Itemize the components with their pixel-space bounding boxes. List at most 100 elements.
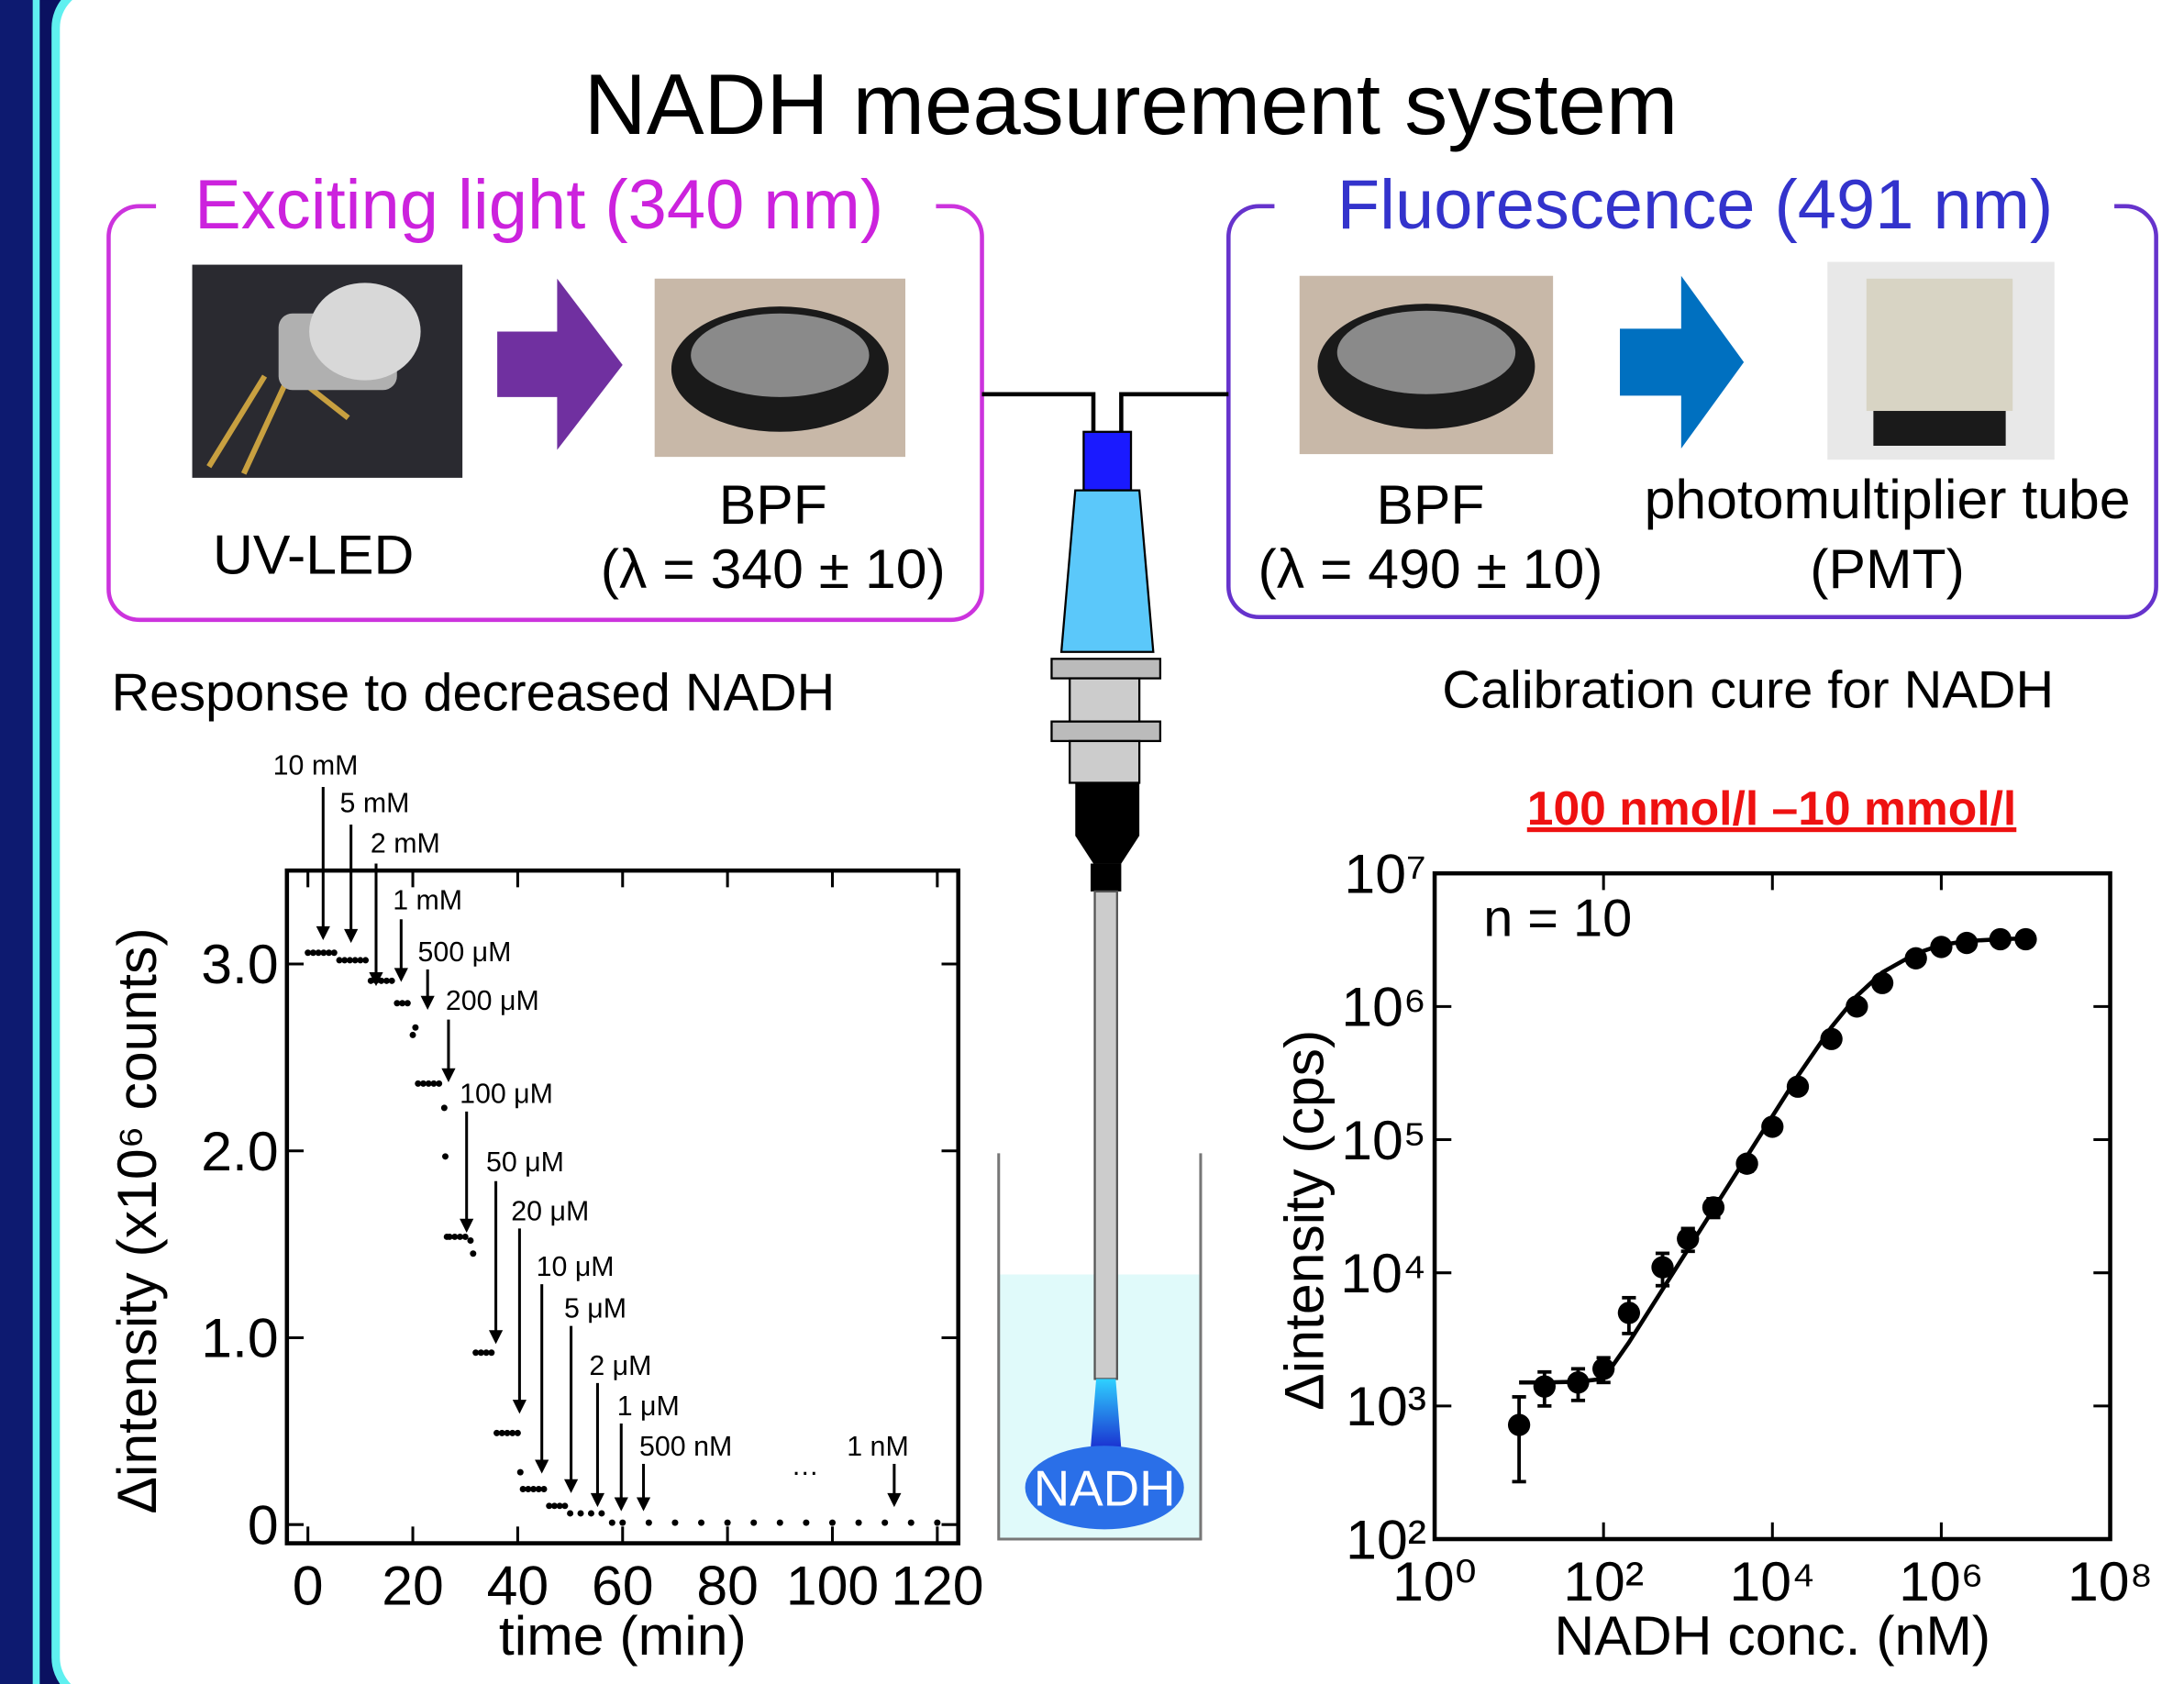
annotation-arrowhead xyxy=(420,995,435,1010)
x-tick-label: 40 xyxy=(487,1554,549,1616)
annotation-arrowhead xyxy=(369,971,383,987)
annotation: 500 μM xyxy=(418,937,512,968)
annotation-arrowhead xyxy=(460,1218,474,1233)
data-point xyxy=(698,1519,705,1526)
data-point xyxy=(1904,947,1927,969)
data-point xyxy=(1533,1375,1556,1398)
data-point xyxy=(776,1519,783,1526)
data-point xyxy=(430,1080,438,1087)
x-tick-label: 10⁴ xyxy=(1729,1550,1815,1612)
data-point xyxy=(1846,995,1868,1018)
annotation-arrowhead xyxy=(636,1497,651,1512)
data-point xyxy=(498,1429,505,1436)
uv-led-photo xyxy=(192,264,463,478)
data-point xyxy=(493,1429,501,1436)
data-point xyxy=(934,1519,941,1526)
data-point xyxy=(467,1237,474,1245)
data-point xyxy=(412,1024,419,1031)
y-axis-label: Δintensity (x10⁶ counts) xyxy=(105,927,168,1513)
annotation-arrowhead xyxy=(590,1492,605,1508)
x-axis-label: NADH conc. (nM) xyxy=(1554,1604,1990,1667)
chart: Response to decreased NADH 0 20 40 60 80 100 12… xyxy=(105,664,983,1667)
x-tick-label: 10⁸ xyxy=(2068,1550,2153,1612)
filter-label: BPF xyxy=(719,473,827,536)
x-tick-label: 60 xyxy=(592,1554,654,1616)
data-point xyxy=(1617,1302,1641,1324)
data-point xyxy=(440,1104,448,1112)
chart-subtitle: 100 nmol/l –10 mmol/l xyxy=(1527,781,2017,835)
data-point xyxy=(1507,1413,1531,1436)
annotation: 20 μM xyxy=(511,1196,589,1226)
annotation: 2 mM xyxy=(371,828,440,859)
error-bar xyxy=(1512,1395,1526,1484)
data-point xyxy=(457,1233,463,1240)
data-point xyxy=(645,1519,652,1526)
data-point xyxy=(488,1349,495,1357)
data-point xyxy=(461,1233,469,1240)
data-point xyxy=(472,1349,480,1357)
data-point xyxy=(357,957,364,964)
data-point xyxy=(619,1519,626,1526)
data-point xyxy=(477,1349,484,1357)
excitation-heading: Exciting light (340 nm) xyxy=(194,166,883,244)
data-point xyxy=(1702,1196,1725,1219)
annotation-arrowhead xyxy=(441,1068,456,1082)
y-tick-label: 10⁷ xyxy=(1344,842,1426,904)
data-point xyxy=(378,977,385,984)
data-point xyxy=(425,1080,432,1087)
data-point xyxy=(320,949,327,957)
detector-label: photomultiplier tube xyxy=(1645,468,2131,530)
sample-label: NADH xyxy=(1034,1461,1176,1517)
data-point xyxy=(326,949,333,957)
data-point xyxy=(1592,1357,1615,1380)
arrow xyxy=(497,278,623,450)
annotation: 1 μM xyxy=(617,1391,680,1422)
data-point xyxy=(388,977,395,984)
x-tick-label: 10⁶ xyxy=(1899,1550,1984,1612)
probe xyxy=(981,392,1229,1541)
chart-title: Calibration cure for NADH xyxy=(1442,660,2054,719)
annotation: 50 μM xyxy=(486,1147,564,1178)
annotation: … xyxy=(792,1451,819,1481)
data-point xyxy=(394,1000,401,1007)
annotation: 500 nM xyxy=(639,1432,732,1462)
data-point xyxy=(577,1510,584,1517)
data-point xyxy=(341,957,349,964)
data-point xyxy=(409,1031,416,1038)
data-point xyxy=(1955,931,1979,955)
data-point xyxy=(907,1519,915,1526)
annotation-arrowhead xyxy=(512,1400,527,1414)
bpf-photo xyxy=(1299,275,1554,455)
y-tick-label: 2.0 xyxy=(201,1120,278,1182)
data-point xyxy=(2014,927,2037,951)
data-point xyxy=(351,957,359,964)
data-point xyxy=(525,1485,532,1492)
excitation-box xyxy=(106,204,984,623)
y-tick-label: 10² xyxy=(1346,1508,1426,1570)
y-tick-label: 0 xyxy=(248,1493,279,1556)
data-point xyxy=(1786,1075,1810,1098)
data-point xyxy=(546,1502,553,1510)
data-point xyxy=(419,1080,427,1087)
data-point xyxy=(330,949,338,957)
data-point xyxy=(855,1519,862,1526)
data-point xyxy=(346,957,353,964)
fluorescence-box xyxy=(1226,204,2158,620)
y-tick-label: 1.0 xyxy=(201,1307,278,1369)
y-axis-label: Δintensity (cps) xyxy=(1273,1030,1336,1411)
annotation: 200 μM xyxy=(446,986,539,1016)
x-tick-label: 0 xyxy=(293,1554,324,1616)
data-point xyxy=(550,1502,558,1510)
annotation: 1 nM xyxy=(847,1432,909,1462)
data-point xyxy=(540,1485,548,1492)
x-tick-label: 20 xyxy=(382,1554,444,1616)
data-point xyxy=(382,977,390,984)
data-point xyxy=(530,1485,538,1492)
data-point xyxy=(399,1000,406,1007)
data-point xyxy=(514,1429,521,1436)
annotation-arrowhead xyxy=(563,1479,579,1493)
data-point xyxy=(556,1502,563,1510)
data-point xyxy=(305,949,312,957)
annotation-arrowhead xyxy=(316,925,330,941)
